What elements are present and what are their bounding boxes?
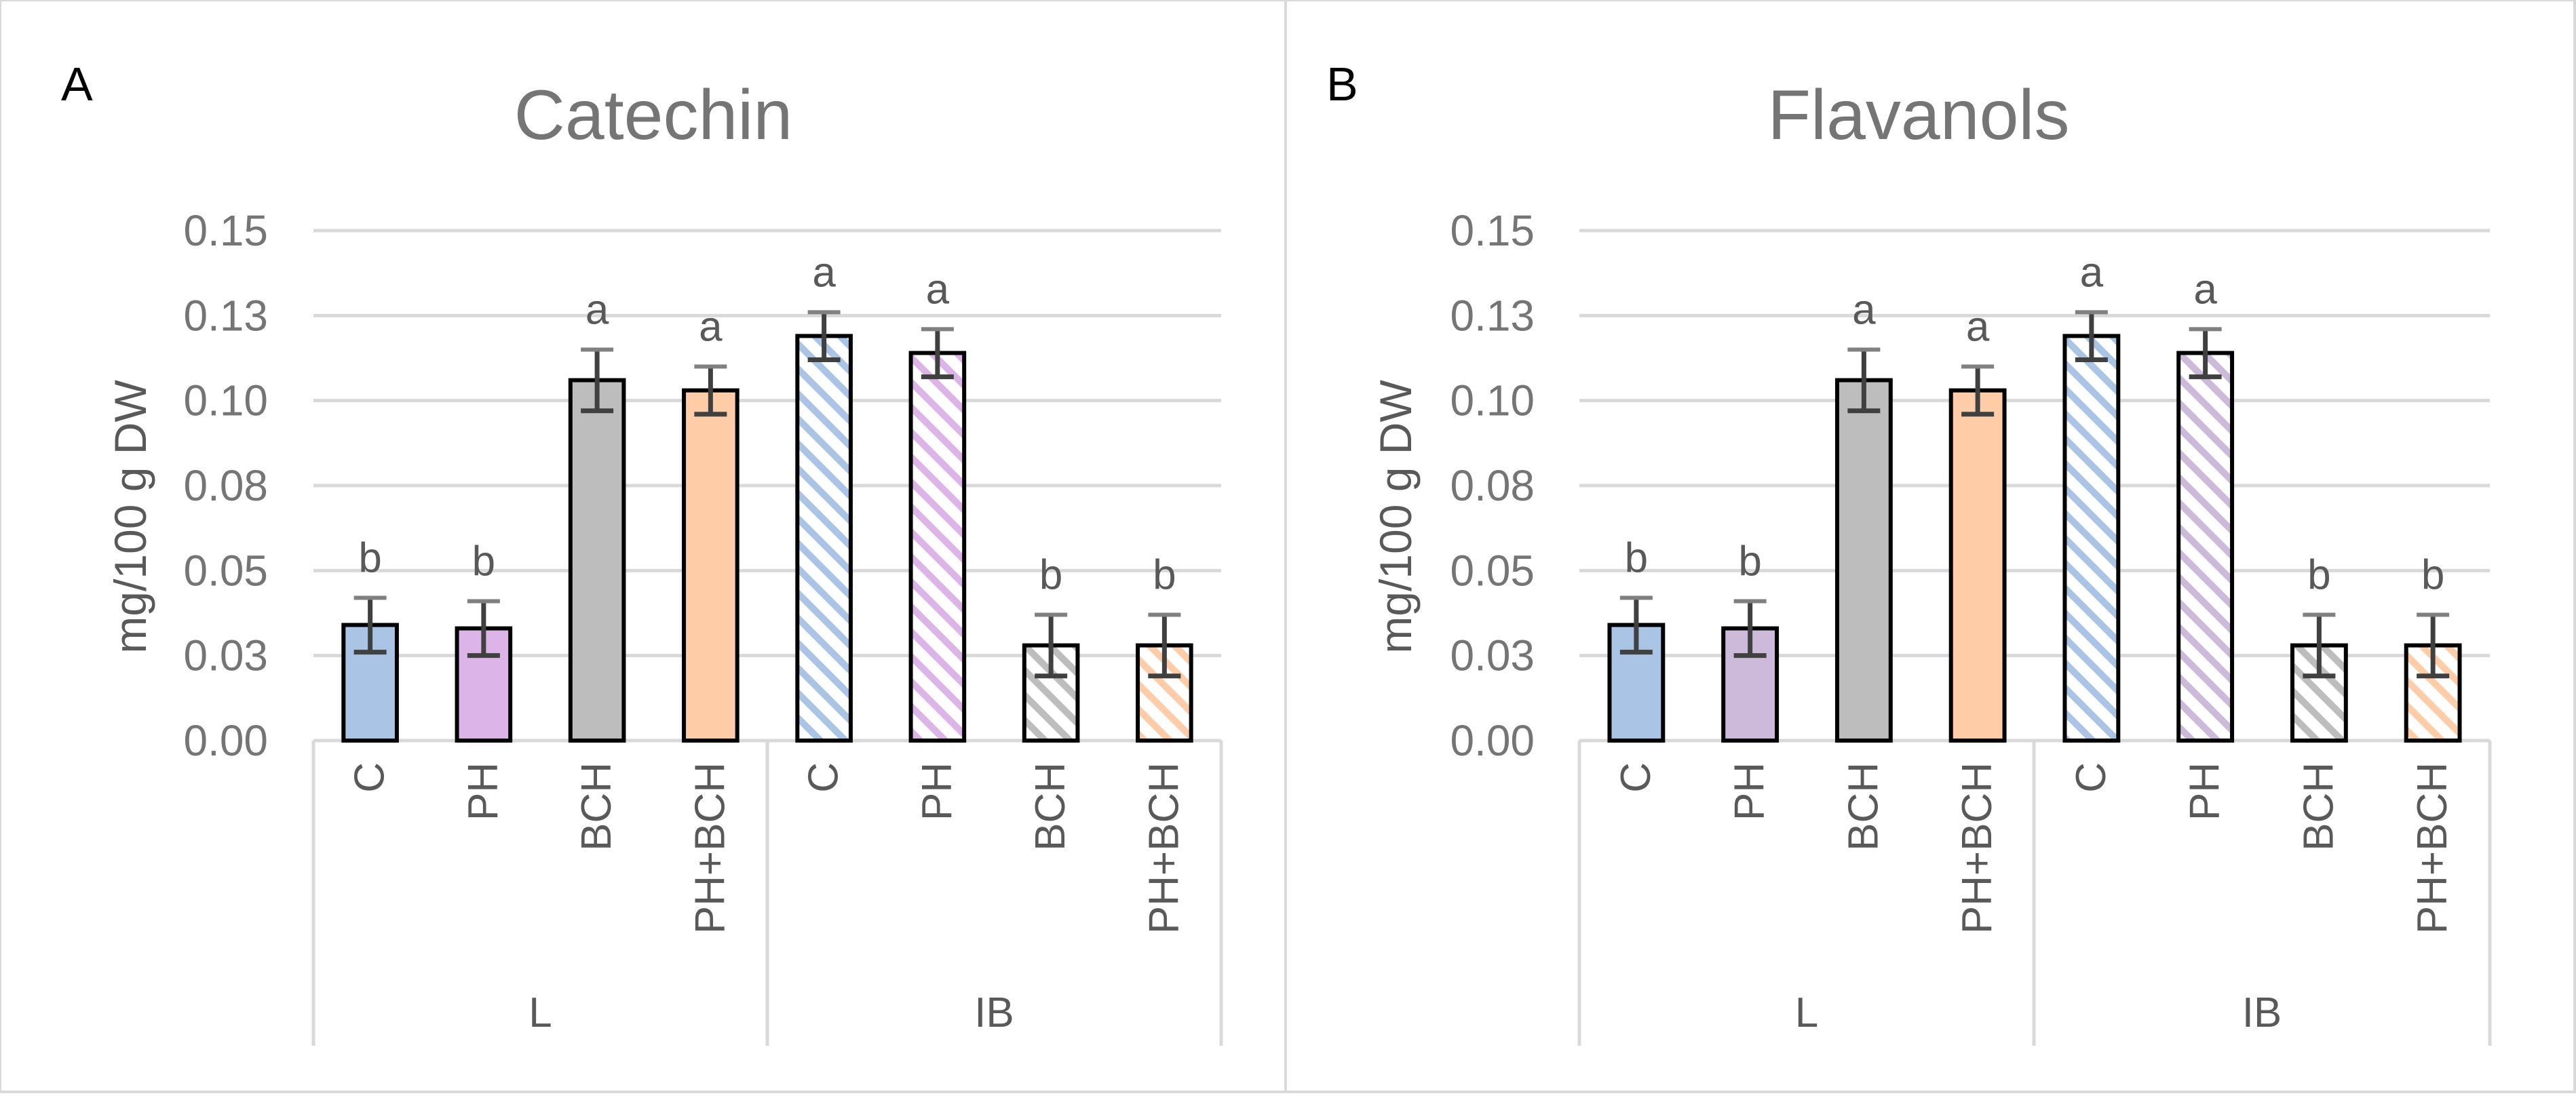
panel-a-y-tick: 0.03 — [183, 631, 268, 680]
panel-b-group-label: L — [1795, 989, 1818, 1036]
panel-b-significance-letter: a — [1852, 286, 1876, 333]
panel-b: B Flavanols mg/100 g DW 0.15 0.13 0.10 0… — [1284, 0, 2576, 1093]
panel-a-frame — [0, 0, 1287, 1093]
panel-a-bar — [795, 334, 853, 743]
panel-a-y-tick: 0.08 — [183, 461, 268, 510]
panel-b-y-tick: 0.15 — [1450, 206, 1535, 255]
panel-b-x-category: PH — [2182, 762, 2229, 821]
panel-b-significance-letter: a — [2080, 249, 2104, 296]
panel-a-y-tick: 0.13 — [183, 291, 268, 340]
panel-b-y-tick: 0.13 — [1450, 291, 1535, 340]
panel-b-significance-letter: b — [2307, 552, 2330, 599]
panel-b-x-category: PH+BCH — [2409, 762, 2456, 934]
panel-b-x-category: C — [2068, 762, 2115, 793]
panel-a-x-category: BCH — [573, 762, 620, 851]
panel-b-title: Flavanols — [1767, 76, 2069, 155]
panel-b-label: B — [1326, 58, 1358, 111]
panel-a: A Catechin mg/100 g DW 0.15 0.13 0.10 0.… — [0, 0, 1287, 1093]
panel-a-x-category: C — [801, 762, 847, 793]
panel-b-y-tick: 0.03 — [1450, 631, 1535, 680]
panel-a-y-axis-label: mg/100 g DW — [105, 380, 155, 654]
panel-a-bar — [1136, 643, 1193, 743]
panel-a-x-category: PH — [460, 762, 507, 821]
panel-b-y-axis-label: mg/100 g DW — [1370, 380, 1421, 654]
panel-b-x-category: PH+BCH — [1954, 762, 2001, 934]
panel-a-x-category: BCH — [1027, 762, 1074, 851]
panel-a-significance-letter: b — [1039, 552, 1062, 599]
panel-b-x-category: BCH — [1840, 762, 1887, 851]
panel-b-frame — [1284, 0, 2576, 1093]
panel-a-bar — [908, 351, 967, 743]
panel-b-bar — [1948, 388, 2007, 743]
panel-a-x-category: PH+BCH — [687, 762, 733, 934]
panel-a-significance-letter: b — [472, 538, 495, 585]
panel-a-y-tick: 0.15 — [183, 206, 268, 255]
panel-b-x-category: BCH — [2295, 762, 2342, 851]
panel-b-y-tick: 0.00 — [1450, 716, 1535, 765]
panel-b-bar — [2176, 351, 2235, 743]
panel-a-x-category: PH+BCH — [1140, 762, 1187, 934]
panel-a-group-label: IB — [974, 989, 1014, 1036]
panel-a-y-tick: 0.00 — [183, 716, 268, 765]
panel-a-bar — [568, 378, 626, 743]
panel-b-y-tick: 0.08 — [1450, 461, 1535, 510]
panel-a-title: Catechin — [514, 76, 792, 155]
panel-b-significance-letter: b — [1738, 538, 1761, 585]
panel-b-x-category: C — [1613, 762, 1659, 793]
panel-b-significance-letter: a — [2193, 266, 2217, 313]
panel-b-bar — [2062, 334, 2121, 743]
panel-b-significance-letter: b — [2421, 552, 2444, 599]
panel-a-significance-letter: b — [1153, 552, 1176, 599]
panel-a-y-tick: 0.10 — [183, 376, 268, 425]
panel-b-significance-letter: b — [1625, 534, 1648, 581]
panel-a-x-category: C — [347, 762, 393, 793]
panel-b-group-label: IB — [2242, 989, 2282, 1036]
panel-a-significance-letter: a — [699, 304, 723, 351]
panel-a-bar — [682, 388, 739, 743]
panel-a-significance-letter: b — [358, 534, 381, 581]
panel-a-group-label: L — [528, 989, 552, 1036]
panel-a-bar — [1022, 643, 1080, 743]
panel-b-bar — [1834, 378, 1893, 743]
panel-b-x-category: PH — [1727, 762, 1773, 821]
panel-a-significance-letter: a — [812, 249, 836, 296]
panel-a-y-tick: 0.05 — [183, 546, 268, 595]
panel-b-y-tick: 0.05 — [1450, 546, 1535, 595]
panel-b-significance-letter: a — [1966, 304, 1990, 351]
panel-a-significance-letter: a — [585, 286, 609, 333]
panel-a-x-category: PH — [914, 762, 961, 821]
panel-a-significance-letter: a — [926, 266, 950, 313]
panel-b-y-tick: 0.10 — [1450, 376, 1535, 425]
panel-a-label: A — [61, 58, 93, 111]
